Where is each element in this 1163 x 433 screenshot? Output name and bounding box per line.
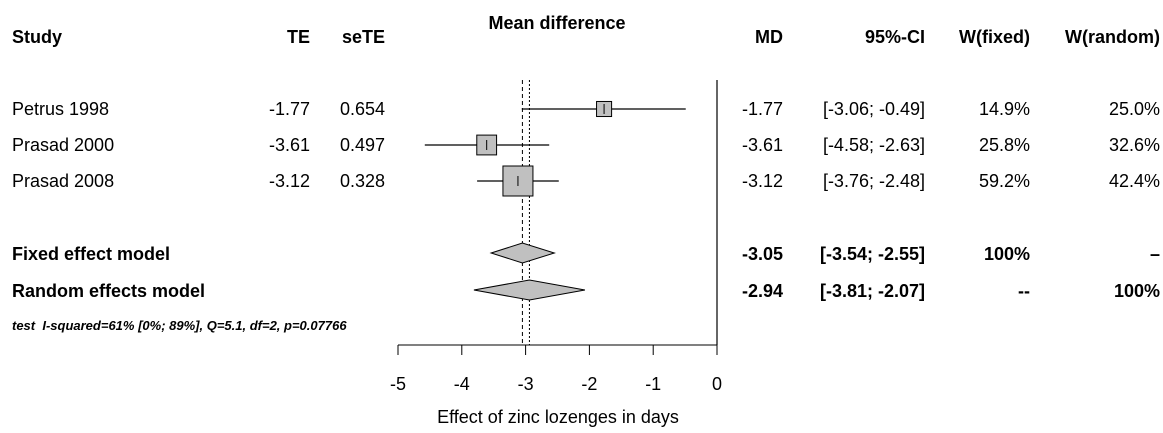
x-tick-label: -1: [645, 374, 661, 394]
study-w-fixed: 14.9%: [979, 99, 1030, 119]
header-sete: seTE: [342, 27, 385, 47]
x-tick-label: -3: [518, 374, 534, 394]
header-study: Study: [12, 27, 62, 47]
study-md: -3.12: [742, 171, 783, 191]
study-w-fixed: 25.8%: [979, 135, 1030, 155]
study-ci: [-4.58; -2.63]: [823, 135, 925, 155]
model-name: Fixed effect model: [12, 244, 170, 264]
study-md: -3.61: [742, 135, 783, 155]
model-md: -2.94: [742, 281, 783, 301]
model-ci: [-3.81; -2.07]: [820, 281, 925, 301]
model-diamond: [489, 242, 556, 264]
study-w-fixed: 59.2%: [979, 171, 1030, 191]
study-sete: 0.654: [340, 99, 385, 119]
header-w-fixed: W(fixed): [959, 27, 1030, 47]
study-name: Prasad 2008: [12, 171, 114, 191]
study-name: Petrus 1998: [12, 99, 109, 119]
study-sete: 0.328: [340, 171, 385, 191]
study-w-random: 42.4%: [1109, 171, 1160, 191]
model-md: -3.05: [742, 244, 783, 264]
header-ci: 95%-CI: [865, 27, 925, 47]
model-diamond: [473, 279, 586, 301]
study-ci: [-3.76; -2.48]: [823, 171, 925, 191]
model-w-random: –: [1150, 244, 1160, 264]
study-te: -3.12: [269, 171, 310, 191]
study-te: -1.77: [269, 99, 310, 119]
header-mean-difference: Mean difference: [488, 13, 625, 33]
x-axis-label: Effect of zinc lozenges in days: [437, 407, 679, 427]
x-tick-label: 0: [712, 374, 722, 394]
x-tick-label: -5: [390, 374, 406, 394]
model-name: Random effects model: [12, 281, 205, 301]
model-ci: [-3.54; -2.55]: [820, 244, 925, 264]
model-w-fixed: 100%: [984, 244, 1030, 264]
study-te: -3.61: [269, 135, 310, 155]
x-tick-label: -4: [454, 374, 470, 394]
model-w-random: 100%: [1114, 281, 1160, 301]
model-w-fixed: --: [1018, 281, 1030, 301]
heterogeneity-text: test I-squared=61% [0%; 89%], Q=5.1, df=…: [12, 318, 347, 333]
study-name: Prasad 2000: [12, 135, 114, 155]
study-sete: 0.497: [340, 135, 385, 155]
header-te: TE: [287, 27, 310, 47]
study-ci: [-3.06; -0.49]: [823, 99, 925, 119]
x-tick-label: -2: [581, 374, 597, 394]
study-w-random: 25.0%: [1109, 99, 1160, 119]
header-w-random: W(random): [1065, 27, 1160, 47]
study-w-random: 32.6%: [1109, 135, 1160, 155]
header-md: MD: [755, 27, 783, 47]
study-md: -1.77: [742, 99, 783, 119]
